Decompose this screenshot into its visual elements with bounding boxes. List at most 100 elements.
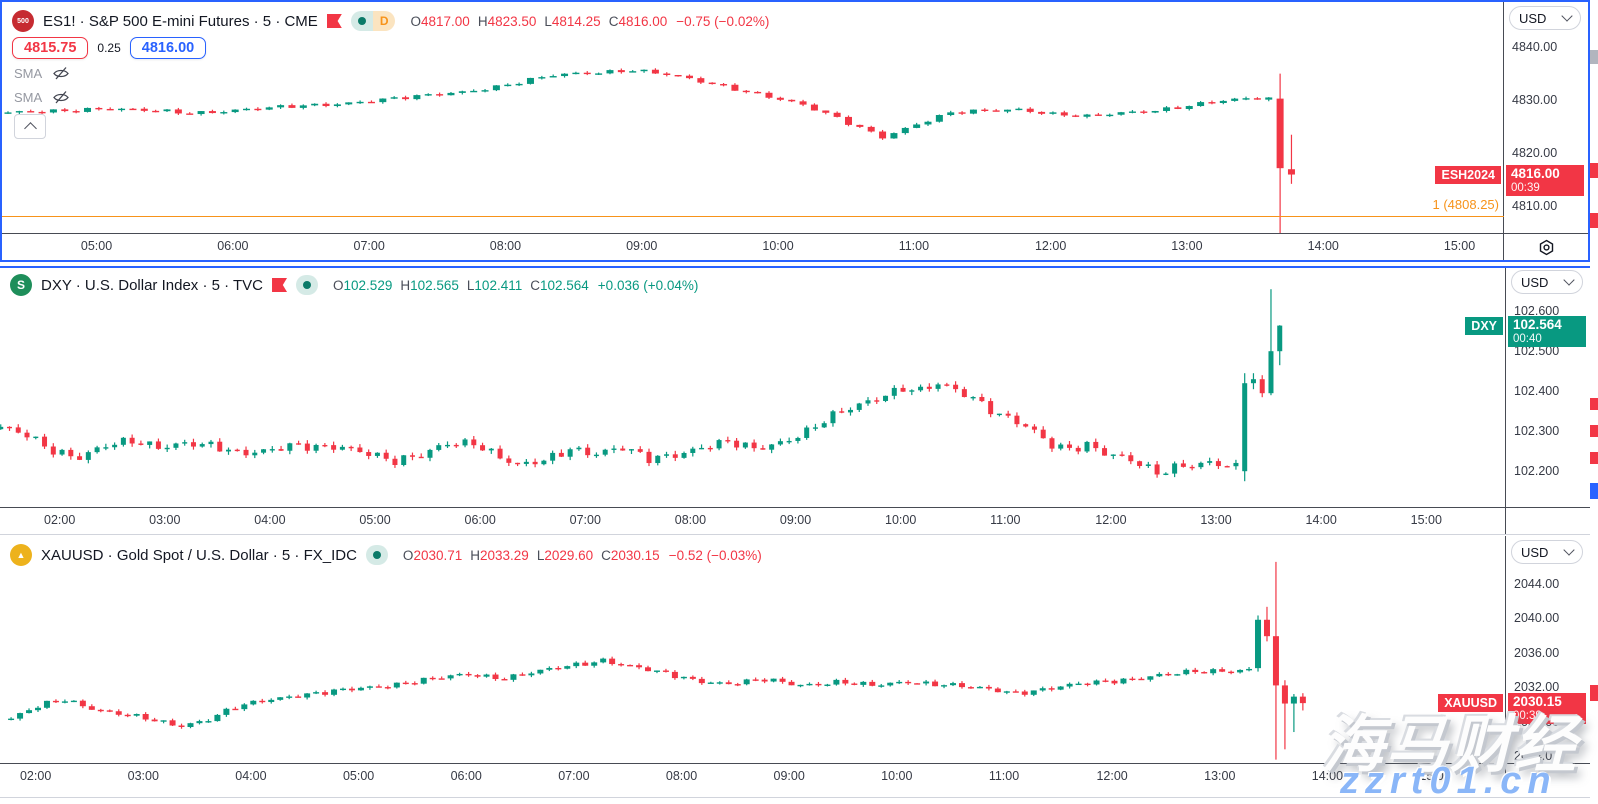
chart-header: S DXY · U.S. Dollar Index · 5 · TVC O102… bbox=[10, 274, 698, 296]
time-axis[interactable]: 02:00 03:00 04:00 05:00 06:00 07:00 08:00 09:00… bbox=[0, 507, 1506, 534]
trade-buttons: 4815.75 0.25 4816.00 bbox=[12, 37, 207, 59]
ohlc-item: H4823.50 bbox=[477, 13, 537, 29]
ohlc-item: L4814.25 bbox=[544, 13, 601, 29]
ohlc-item: O102.529 bbox=[333, 277, 393, 293]
price-tick: 102.300 bbox=[1514, 424, 1560, 439]
symbol-price-tag: ESH2024 bbox=[1435, 165, 1501, 184]
change-value: −0.75 (−0.02%) bbox=[676, 13, 770, 29]
market-open-dot bbox=[365, 545, 388, 565]
time-tick: 13:00 bbox=[1200, 513, 1232, 527]
gear-icon bbox=[1539, 239, 1553, 255]
time-tick: 10:00 bbox=[885, 513, 917, 527]
market-status-pill[interactable] bbox=[365, 545, 388, 565]
chevron-down-icon bbox=[1561, 10, 1573, 22]
currency-dropdown[interactable]: USD bbox=[1509, 6, 1581, 30]
flag-icon[interactable] bbox=[326, 14, 342, 28]
eye-off-icon[interactable] bbox=[52, 66, 70, 81]
time-tick: 08:00 bbox=[674, 513, 707, 527]
market-status-pill[interactable]: D bbox=[350, 11, 396, 31]
market-open-dot bbox=[350, 11, 373, 31]
price-tick: 2024.00 bbox=[1514, 749, 1560, 764]
time-tick: 05:00 bbox=[359, 513, 391, 527]
ohlc-item: O2030.71 bbox=[402, 547, 463, 563]
time-tick: 05:00 bbox=[80, 239, 113, 253]
price-tick: 102.200 bbox=[1514, 464, 1560, 479]
eye-off-icon[interactable] bbox=[52, 90, 70, 105]
time-tick: 11:00 bbox=[988, 769, 1020, 783]
last-price-label: 2030.15 00:39 bbox=[1508, 693, 1586, 725]
price-tick: 4820.00 bbox=[1512, 146, 1558, 161]
time-tick: 05:00 bbox=[342, 769, 375, 783]
daily-badge: D bbox=[372, 11, 396, 31]
collapse-legend-button[interactable] bbox=[14, 114, 46, 139]
ohlc-values: O2030.71 H2033.29 L2029.60 C2030.15 bbox=[403, 548, 660, 563]
symbol-logo: ▲ bbox=[10, 544, 32, 566]
sliver-fragment bbox=[1590, 483, 1598, 499]
position-line-label: 1 (4808.25) bbox=[1432, 196, 1500, 212]
time-tick: 07:00 bbox=[353, 239, 385, 253]
chart-panel-es: 1 (4808.25) ESH2024 USD 4816.00 00:39 48… bbox=[0, 0, 1590, 262]
time-tick: 02:00 bbox=[44, 513, 76, 527]
position-line[interactable] bbox=[2, 215, 1504, 217]
time-tick: 14:00 bbox=[1311, 769, 1344, 783]
price-axis[interactable]: USD 2030.15 00:39 2044.00 2040.00 2036.00 2… bbox=[1505, 536, 1590, 764]
sliver-fragment bbox=[1590, 452, 1598, 464]
currency-label: USD bbox=[1519, 10, 1547, 26]
time-tick: 02:00 bbox=[19, 769, 52, 783]
sliver-fragment bbox=[1590, 398, 1598, 410]
time-axis[interactable]: 05:00 06:00 07:00 08:00 09:00 10:00 11:00 12:00… bbox=[2, 233, 1504, 260]
candlestick-plot[interactable]: 1 (4808.25) ESH2024 bbox=[2, 2, 1504, 234]
chevron-down-icon bbox=[1563, 274, 1575, 286]
bar-countdown: 00:40 bbox=[1513, 332, 1542, 345]
time-tick: 14:00 bbox=[1307, 239, 1339, 253]
market-open-dot bbox=[296, 275, 319, 295]
price-axis[interactable]: USD 102.564 00:40 102.600 102.500 102.400 1… bbox=[1505, 266, 1590, 508]
symbol-title[interactable]: XAUUSD · Gold Spot / U.S. Dollar · 5 · F… bbox=[41, 546, 357, 564]
time-tick: 12:00 bbox=[1096, 769, 1128, 783]
currency-dropdown[interactable]: USD bbox=[1511, 540, 1583, 564]
candlestick-plot[interactable]: DXY bbox=[0, 266, 1506, 508]
time-tick: 12:00 bbox=[1095, 513, 1127, 527]
symbol-title[interactable]: ES1! · S&P 500 E-mini Futures · 5 · CME bbox=[43, 12, 318, 30]
chart-header: 500 ES1! · S&P 500 E-mini Futures · 5 · … bbox=[12, 10, 769, 32]
ohlc-item: L102.411 bbox=[466, 277, 523, 293]
price-axis-settings[interactable] bbox=[1503, 233, 1588, 260]
time-tick: 06:00 bbox=[217, 239, 249, 253]
time-tick: 04:00 bbox=[254, 513, 286, 527]
bottom-separator[interactable] bbox=[0, 797, 1590, 798]
pane-separator[interactable] bbox=[0, 534, 1590, 535]
price-tick: 2040.00 bbox=[1514, 611, 1560, 626]
currency-label: USD bbox=[1521, 274, 1549, 290]
spread-value: 0.25 bbox=[97, 41, 121, 55]
bar-countdown: 00:39 bbox=[1513, 710, 1542, 723]
indicator-legend-sma-1[interactable]: SMA bbox=[14, 66, 70, 81]
market-status-pill[interactable] bbox=[296, 275, 319, 295]
adjacent-column-sliver bbox=[1590, 0, 1598, 804]
flag-icon[interactable] bbox=[272, 278, 288, 292]
candlestick-plot[interactable]: XAUUSD bbox=[0, 536, 1506, 764]
indicator-legend-sma-2[interactable]: SMA bbox=[14, 90, 70, 105]
time-tick: 07:00 bbox=[558, 769, 590, 783]
symbol-logo: 500 bbox=[12, 10, 34, 32]
currency-dropdown[interactable]: USD bbox=[1511, 270, 1583, 294]
time-axis[interactable]: 02:00 03:00 04:00 05:00 06:00 07:00 08:00 09:00… bbox=[0, 763, 1506, 790]
active-pane-splitter[interactable] bbox=[0, 266, 1590, 268]
time-tick: 03:00 bbox=[127, 769, 159, 783]
symbol-title[interactable]: DXY · U.S. Dollar Index · 5 · TVC bbox=[41, 276, 264, 294]
time-tick: 09:00 bbox=[773, 769, 805, 783]
time-tick: 15:00 bbox=[1410, 513, 1442, 527]
sliver-fragment bbox=[1590, 685, 1598, 701]
time-tick: 15:00 bbox=[1419, 769, 1451, 783]
time-tick: 08:00 bbox=[489, 239, 522, 253]
sell-button[interactable]: 4815.75 bbox=[12, 37, 89, 59]
buy-button[interactable]: 4816.00 bbox=[129, 37, 207, 59]
ohlc-values: O102.529 H102.565 L102.411 C102.564 bbox=[333, 278, 589, 293]
ohlc-item: C2030.15 bbox=[601, 547, 660, 563]
time-tick: 09:00 bbox=[626, 239, 658, 253]
ohlc-item: L2029.60 bbox=[536, 547, 594, 563]
time-tick: 04:00 bbox=[235, 769, 267, 783]
price-tick: 2044.00 bbox=[1514, 576, 1560, 591]
symbol-logo: S bbox=[10, 274, 32, 296]
price-axis[interactable]: USD 4816.00 00:39 4840.00 4830.00 4820.00 4… bbox=[1503, 2, 1588, 234]
